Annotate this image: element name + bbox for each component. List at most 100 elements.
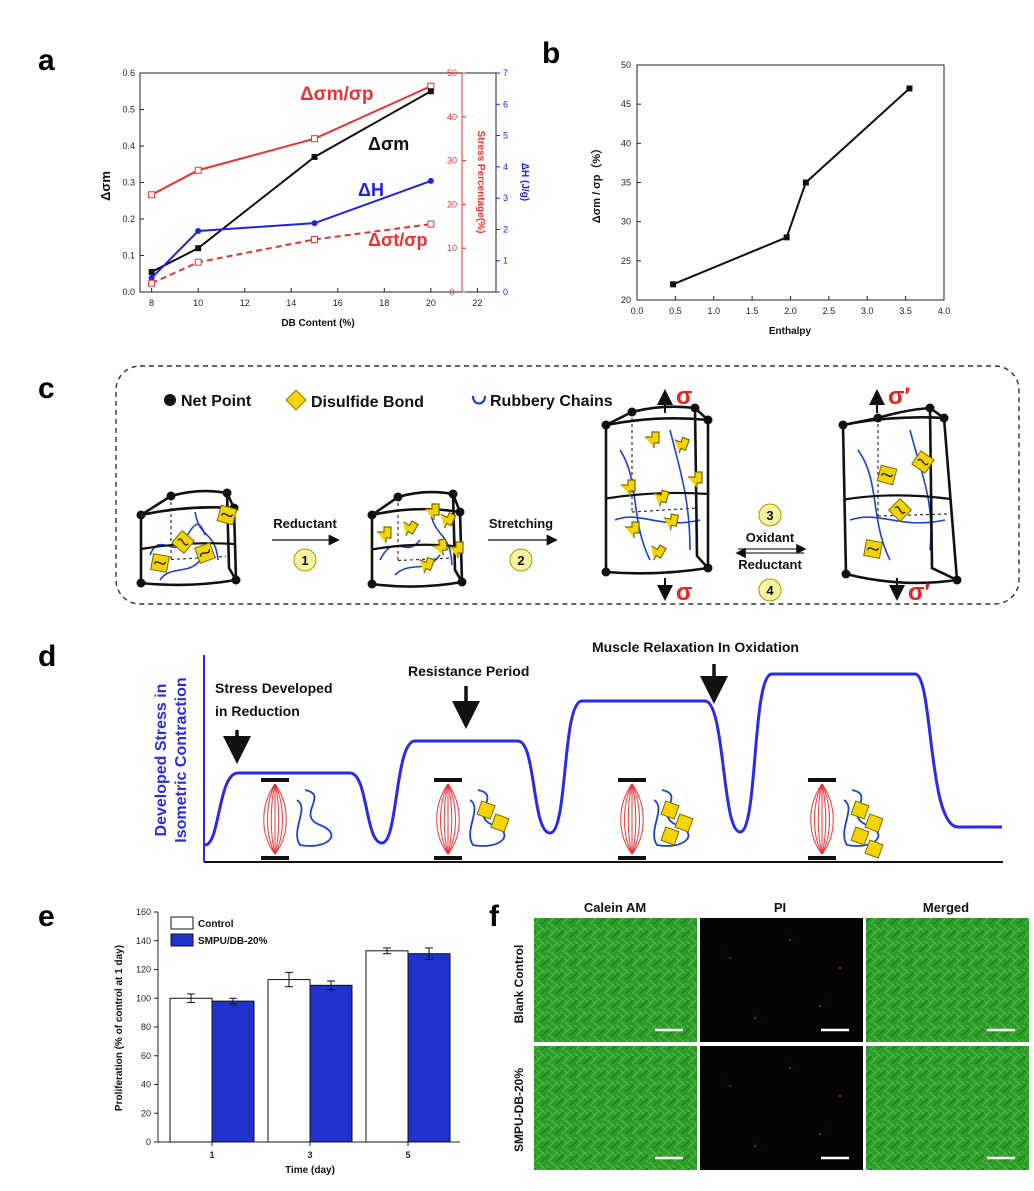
disulfide-bond [216,504,238,526]
cube-initial-chain [194,511,219,561]
chart-a-right1-label: Stress Percentage(%) [475,131,486,234]
d-ylabel-2: Isometric Contraction [173,677,190,842]
chart-e-ytick-label: 160 [136,907,151,917]
net-point [952,575,962,585]
disulfide-bond [674,813,694,833]
dead-cell-dot [819,1133,821,1135]
disulfide-bond [887,497,913,523]
diagram-c-frame [115,365,1020,605]
muscle-fiber [620,783,633,855]
disulfide-bond-body [490,813,510,833]
net-point [841,569,851,579]
chart-e: Proliferation (% of control at 1 day) Ti… [114,907,460,1176]
panel-label-c: c [38,372,55,405]
net-point [939,413,949,423]
legend-smpu-swatch [170,933,194,947]
series-delta-sigma-t-point [427,220,435,228]
broken-bond-half [621,479,636,496]
chart-b-xtick-label: 2.5 [823,306,836,316]
series-delta-h-point [195,227,202,234]
disulfide-bond [150,553,170,573]
chart-b-point [783,234,790,241]
broken-bond-half [651,544,667,561]
broken-bond-half [403,520,419,537]
step3-label: Oxidant [746,530,795,545]
pi-image [700,1046,863,1170]
net-point [393,492,403,502]
chart-a-xlabel: DB Content (%) [281,318,354,329]
cube-stretched-chain [669,429,691,551]
chart-e-xtick-label: 3 [307,1150,312,1160]
disulfide-bond-body [660,826,680,846]
chart-a-ytick-label: 0.1 [122,251,135,261]
step2-label: Stretching [489,516,553,531]
bar-control [169,997,213,1143]
disulfide-bond-link [880,472,894,478]
cube-reduced-chain [429,509,453,566]
disulfide-bond-body [660,800,680,820]
chart-b-point [802,179,809,186]
image-grid-f: Calein AM PI Merged Blank Control SMPU-D… [512,900,1029,1170]
chart-b-ytick-label: 35 [621,178,631,188]
chart-a-xtick-label: 22 [472,298,482,308]
series-delta-sigma-t-point [194,258,202,266]
chart-a-ytick-label: 0.0 [122,287,135,297]
chart-a-ann-dsm-sp: Δσm/σp [300,84,373,105]
panel-label-a: a [38,44,55,77]
series-stress-percentage-point [311,135,319,143]
chart-a-right2-tick-label: 5 [503,131,508,141]
dead-cell-dot [819,1005,821,1007]
broken-bond-half [432,538,449,556]
chart-a-right1-tick-label: 50 [447,68,457,78]
legend-disulfide-bond: Disulfide Bond [311,394,424,411]
chart-a-ytick-label: 0.6 [122,68,135,78]
sigma-prime-bottom: σ′ [908,579,930,606]
series-stress-percentage-point [427,82,435,90]
disulfide-bond [651,544,667,561]
chart-a-frame [139,72,497,293]
bar-smpu [211,1000,255,1143]
chart-e-ytick-label: 40 [141,1080,151,1090]
disulfide-bond [864,813,884,833]
chart-a-right2-tick-label: 0 [503,287,508,297]
chart-a-right2-tick-label: 4 [503,162,508,172]
dead-cell-dot [729,1085,731,1087]
chart-e-xtick-label: 1 [209,1150,214,1160]
series-delta-sigma-m-point [148,268,155,275]
cube-reduced-chain [394,554,441,576]
broken-bond-half [674,436,691,454]
net-point [690,403,700,413]
broken-bond-half [377,526,392,543]
chart-a-right2-tick-label: 6 [503,99,508,109]
muscle-fiber [267,783,276,855]
series-delta-h-point [311,220,318,227]
disulfide-bond [377,526,392,543]
muscle-fiber [817,783,823,855]
disulfide-bond [449,541,464,558]
cube-initial-chain [159,559,201,581]
cube-oxidized-side-face [928,407,958,582]
series-delta-h-point [148,274,155,281]
chart-b-ytick-label: 30 [621,217,631,227]
diagram-d: Developed Stress in Isometric Contractio… [153,639,1003,863]
chart-e-ytick-label: 60 [141,1051,151,1061]
dead-cell-dot [754,1017,756,1019]
disulfide-bond [419,556,436,574]
chart-a-right2-label: ΔH (J/g) [519,163,530,201]
broken-bond-half [688,471,703,488]
disulfide-bond [660,826,680,846]
rubbery-chain-icon [471,395,487,405]
chart-b-xtick-label: 2.0 [784,306,797,316]
net-point [222,488,232,498]
muscle-fiber [443,783,449,855]
sigma-bottom: σ [676,579,692,606]
d-note-1a: Stress Developed [215,680,333,696]
chart-a-ytick-label: 0.5 [122,105,135,115]
cube-initial [136,488,241,588]
muscle-unit [808,778,884,860]
chart-a-xtick-label: 16 [333,298,343,308]
chart-b-xtick-label: 1.5 [746,306,759,316]
bar-control [267,979,311,1143]
chart-b-xtick-label: 3.0 [861,306,874,316]
muscle-unit [618,778,694,860]
